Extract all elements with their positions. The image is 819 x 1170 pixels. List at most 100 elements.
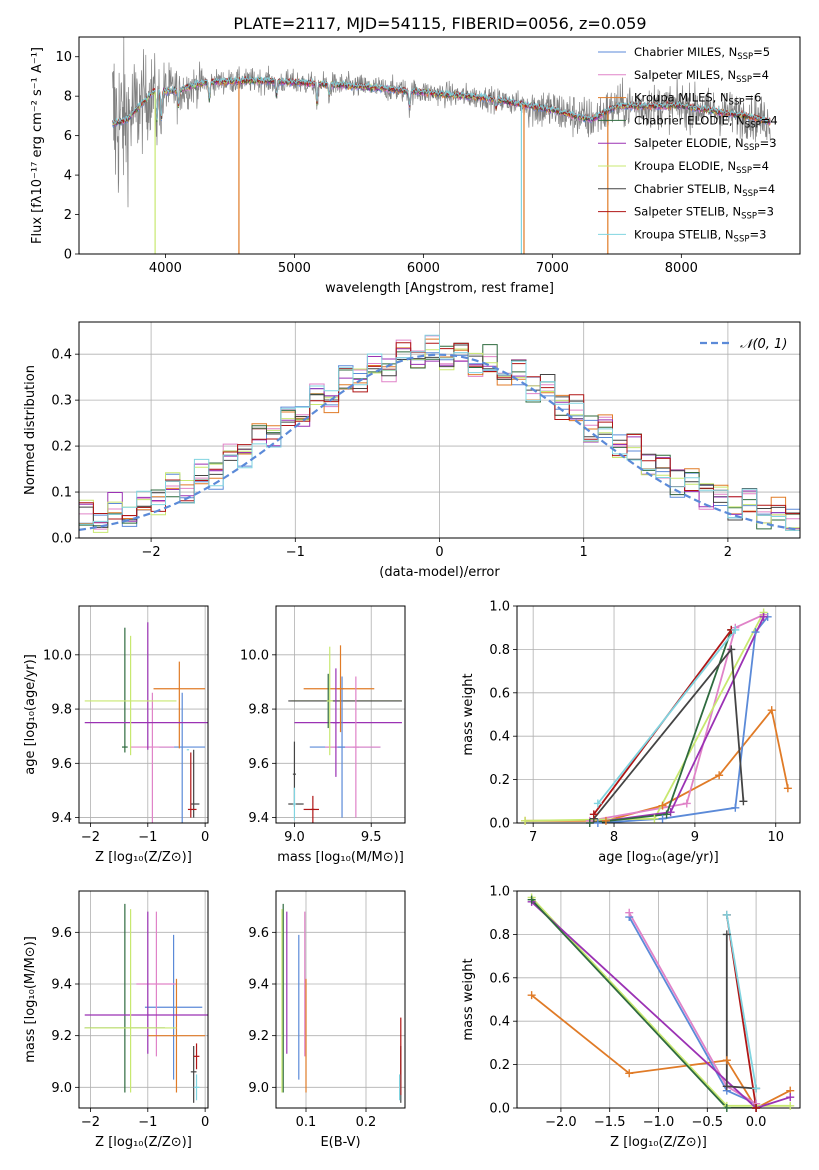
y-tick-label: 0.1 bbox=[51, 486, 72, 501]
y-axis-label: age [log₁₀(age/yr)] bbox=[23, 654, 38, 775]
legend-label-sub: SSP bbox=[734, 234, 750, 244]
x-tick-label: 0 bbox=[435, 545, 443, 560]
legend-label-main: Salpeter ELODIE, N bbox=[634, 136, 744, 150]
weight-marker-chabrier_elodie bbox=[662, 810, 671, 819]
legend-label-main: Chabrier ELODIE, N bbox=[634, 113, 745, 127]
y-axis-label: Normed distribution bbox=[23, 365, 38, 495]
legend-label: Salpeter ELODIE, NSSP=3 bbox=[634, 136, 777, 153]
y-tick-label: 0.4 bbox=[489, 730, 510, 745]
axes-frame bbox=[275, 605, 406, 824]
legend-label-sub: SSP bbox=[745, 120, 761, 130]
x-axis-label: age [log₁₀(age/yr)] bbox=[598, 850, 719, 865]
weight-marker-chabrier_stelib bbox=[739, 797, 748, 806]
plot-area-mass_vs_ebv bbox=[281, 903, 402, 1103]
legend-label: Kroupa MILES, NSSP=6 bbox=[634, 91, 761, 108]
weight-marker-kroupa_miles bbox=[527, 991, 536, 1000]
legend-label-main: Salpeter STELIB, N bbox=[634, 205, 741, 219]
x-tick-label: 4000 bbox=[149, 261, 182, 276]
weight-marker-chabrier_elodie bbox=[527, 895, 536, 904]
x-axis-label: Z [log₁₀(Z/Z⊙)] bbox=[610, 1135, 707, 1150]
legend-label-tail: =5 bbox=[753, 45, 770, 59]
x-axis-label: mass [log₁₀(M/M⊙)] bbox=[277, 850, 404, 865]
x-axis-label: Z [log₁₀(Z/Z⊙)] bbox=[95, 1135, 192, 1150]
panel-mass_vs_ebv: 0.1 0.2 9.0 9.2 9.4 9.6 E(B-V) bbox=[248, 890, 406, 1150]
legend-label-tail: =3 bbox=[760, 136, 777, 150]
y-tick-label: 9.2 bbox=[51, 1029, 72, 1044]
legend-label: Kroupa ELODIE, NSSP=4 bbox=[634, 159, 769, 176]
y-tick-label: 0.4 bbox=[489, 1015, 510, 1030]
x-tick-label: 7000 bbox=[536, 261, 569, 276]
x-tick-label: 2 bbox=[724, 545, 732, 560]
weight-marker-salpeter_miles bbox=[682, 799, 691, 808]
weight-line-salpeter_miles bbox=[589, 613, 764, 822]
y-tick-label: 0.2 bbox=[51, 440, 72, 455]
y-axis-label: mass weight bbox=[461, 673, 476, 755]
legend-label-tail: =4 bbox=[752, 68, 769, 82]
x-tick-label: −1.0 bbox=[643, 1115, 675, 1130]
y-tick-label: 10.0 bbox=[240, 648, 269, 663]
weight-marker-kroupa_elodie bbox=[786, 1101, 795, 1110]
x-tick-label: 0.0 bbox=[746, 1115, 767, 1130]
legend-label-sub: SSP bbox=[737, 52, 753, 62]
legend-label-sub: SSP bbox=[736, 166, 752, 176]
weight-marker-kroupa_miles bbox=[625, 1069, 634, 1078]
x-tick-label: 0.1 bbox=[296, 1115, 317, 1130]
y-tick-label: 0.4 bbox=[51, 348, 72, 363]
y-tick-label: 9.8 bbox=[248, 703, 269, 718]
weight-marker-salpeter_miles bbox=[625, 908, 634, 917]
legend-label-tail: =3 bbox=[757, 205, 774, 219]
y-tick-label: 9.2 bbox=[248, 1029, 269, 1044]
x-tick-label: 7 bbox=[529, 830, 537, 845]
weight-marker-chabrier_miles bbox=[658, 814, 667, 823]
weight-marker-salpeter_elodie bbox=[786, 1093, 795, 1102]
y-tick-label: 0.2 bbox=[489, 773, 510, 788]
weight-line-kroupa_stelib bbox=[597, 629, 737, 805]
y-tick-label: 9.6 bbox=[51, 926, 72, 941]
weight-marker-chabrier_elodie bbox=[585, 819, 594, 827]
y-tick-label: 0.6 bbox=[489, 686, 510, 701]
legend-label-sub: SSP bbox=[744, 143, 760, 153]
weight-line-chabrier_elodie bbox=[530, 899, 757, 1108]
y-tick-label: 9.4 bbox=[51, 978, 72, 993]
x-axis-label: wavelength [Angstrom, rest frame] bbox=[325, 281, 554, 296]
weight-marker-kroupa_stelib bbox=[722, 910, 731, 919]
legend-label-tail: =4 bbox=[761, 113, 778, 127]
weight-marker-chabrier_miles bbox=[751, 628, 760, 637]
plot-area-age_vs_mass bbox=[288, 645, 402, 823]
weight-marker-kroupa_miles bbox=[722, 1056, 731, 1065]
normal-curve bbox=[79, 353, 800, 531]
panel-spectrum: 4000 5000 6000 7000 8000 0 2 4 6 8 10 wavelength [A… bbox=[30, 36, 801, 296]
y-tick-label: 0.6 bbox=[489, 971, 510, 986]
x-tick-label: −0.5 bbox=[692, 1115, 724, 1130]
weight-marker-kroupa_stelib bbox=[752, 1084, 761, 1093]
legend-label: Chabrier MILES, NSSP=5 bbox=[634, 45, 770, 62]
legend-label-tail: =6 bbox=[744, 91, 761, 105]
weight-marker-kroupa_miles bbox=[658, 801, 667, 810]
weight-marker-chabrier_miles bbox=[593, 819, 602, 827]
x-tick-label: −2 bbox=[142, 545, 161, 560]
y-tick-label: 9.8 bbox=[51, 703, 72, 718]
weight-marker-chabrier_elodie bbox=[722, 1104, 731, 1112]
y-tick-label: 9.4 bbox=[51, 811, 72, 826]
y-tick-label: 9.0 bbox=[248, 1081, 269, 1096]
y-tick-label: 0.3 bbox=[51, 394, 72, 409]
y-tick-label: 9.4 bbox=[248, 811, 269, 826]
weight-marker-kroupa_elodie bbox=[650, 814, 659, 823]
x-tick-label: 9.5 bbox=[361, 830, 382, 845]
weight-marker-kroupa_stelib bbox=[593, 799, 602, 808]
x-tick-label: −2.0 bbox=[545, 1115, 577, 1130]
weight-marker-salpeter_elodie bbox=[666, 808, 675, 817]
weight-marker-chabrier_miles bbox=[731, 803, 740, 812]
legend-label-main: Salpeter MILES, N bbox=[634, 68, 736, 82]
histogram-kroupa_stelib bbox=[79, 334, 800, 531]
y-axis-label: mass [log₁₀(M/M⊙)] bbox=[23, 936, 38, 1063]
panel-mass_vs_Z: −2 −1 0 9.0 9.2 9.4 9.6 Z [log₁₀(Z/Z⊙)] mass [lo… bbox=[23, 890, 209, 1150]
x-tick-label: 5000 bbox=[278, 261, 311, 276]
x-axis-label: E(B-V) bbox=[320, 1135, 360, 1150]
plot-area-spectrum bbox=[112, 37, 771, 254]
x-axis-label: Z [log₁₀(Z/Z⊙)] bbox=[95, 850, 192, 865]
y-tick-label: 9.0 bbox=[51, 1081, 72, 1096]
legend-label-main: Kroupa MILES, N bbox=[634, 91, 729, 105]
